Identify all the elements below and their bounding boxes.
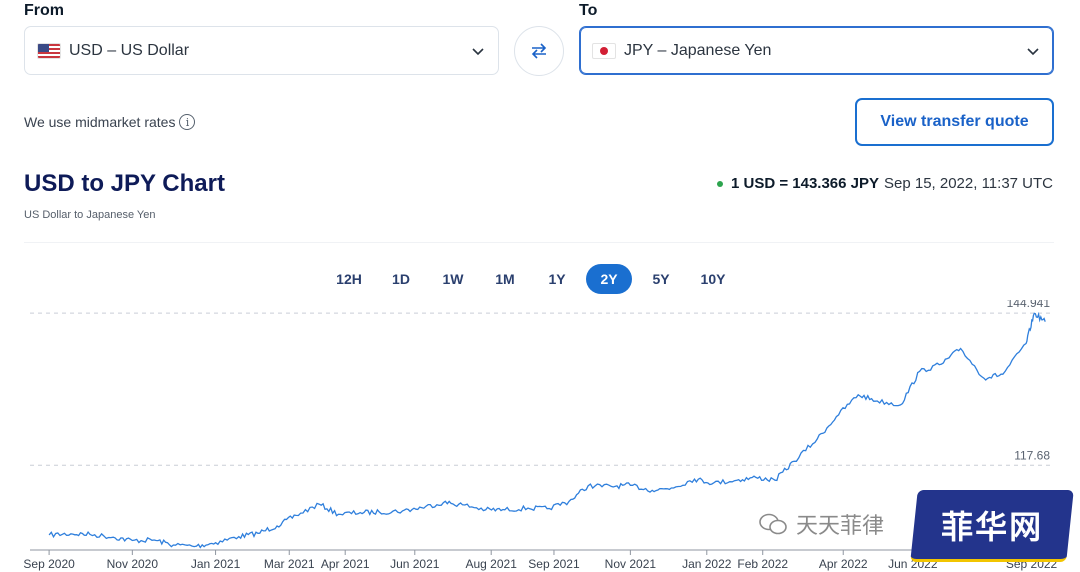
to-currency-value: JPY – Japanese Yen: [624, 41, 772, 59]
chat-bubble-icon: [759, 513, 787, 535]
x-tick-label: Jun 2021: [390, 557, 440, 571]
current-rate: 1 USD = 143.366 JPY Sep 15, 2022, 11:37 …: [716, 175, 1053, 192]
range-1y-button[interactable]: 1Y: [548, 271, 566, 287]
chart-subtitle: US Dollar to Japanese Yen: [24, 209, 156, 221]
x-tick-label: Jan 2022: [682, 557, 732, 571]
watermark-text: 天天菲律: [796, 514, 885, 539]
us-flag-icon: [37, 42, 61, 59]
chart-title: USD to JPY Chart: [24, 170, 225, 197]
series-line: [48, 311, 1046, 549]
view-transfer-quote-button[interactable]: View transfer quote: [855, 98, 1054, 146]
x-tick-label: Jan 2021: [191, 557, 241, 571]
midmarket-note: We use midmarket rates i: [24, 114, 196, 130]
x-tick-label: Nov 2020: [107, 557, 159, 571]
watermark: 天天菲律: [758, 508, 884, 540]
x-tick-label: Sep 2021: [528, 557, 580, 571]
live-indicator-icon: [716, 180, 723, 187]
midmarket-text: We use midmarket rates: [24, 114, 176, 130]
swap-arrows-icon: [531, 43, 547, 59]
from-label: From: [24, 2, 64, 19]
info-icon[interactable]: i: [179, 114, 196, 130]
chevron-down-icon: [1027, 47, 1039, 55]
chevron-down-icon: [472, 47, 484, 55]
range-12h-button[interactable]: 12H: [336, 271, 362, 287]
rate-chart[interactable]: 144.941 117.68 Sep 2020 Nov 2020 Jan 2021 Mar…: [0, 300, 1080, 572]
x-tick-label: Aug 2021: [466, 557, 518, 571]
range-1m-button[interactable]: 1M: [495, 271, 515, 287]
x-tick-label: Feb 2022: [737, 557, 788, 571]
x-tick-label: Mar 2021: [264, 557, 315, 571]
range-selector: 12H 1D 1W 1M 1Y 2Y 5Y 10Y: [326, 264, 736, 294]
divider: [24, 242, 1054, 243]
from-currency-select[interactable]: USD – US Dollar: [24, 26, 499, 75]
swap-currencies-button[interactable]: [514, 26, 564, 76]
range-10y-button[interactable]: 10Y: [700, 271, 726, 287]
x-tick-label: Apr 2022: [819, 557, 868, 571]
rate-value: 1 USD = 143.366 JPY: [730, 175, 879, 192]
rate-timestamp: Sep 15, 2022, 11:37 UTC: [884, 175, 1053, 192]
watermark-logo-text: 菲华网: [941, 507, 1044, 546]
range-1d-button[interactable]: 1D: [392, 271, 410, 287]
x-tick-label: Sep 2020: [23, 557, 75, 571]
to-label: To: [579, 2, 598, 19]
range-1w-button[interactable]: 1W: [442, 271, 464, 287]
range-2y-button[interactable]: 2Y: [586, 264, 632, 294]
reference-label: 117.68: [1014, 448, 1050, 462]
reference-label: 144.941: [1007, 300, 1051, 310]
to-currency-select[interactable]: JPY – Japanese Yen: [579, 26, 1054, 75]
x-tick-label: Apr 2021: [321, 557, 370, 571]
x-tick-label: Nov 2021: [605, 557, 657, 571]
from-currency-value: USD – US Dollar: [69, 41, 190, 59]
range-5y-button[interactable]: 5Y: [652, 271, 670, 287]
watermark-logo: 菲华网: [910, 490, 1074, 562]
jp-flag-icon: [592, 42, 616, 59]
